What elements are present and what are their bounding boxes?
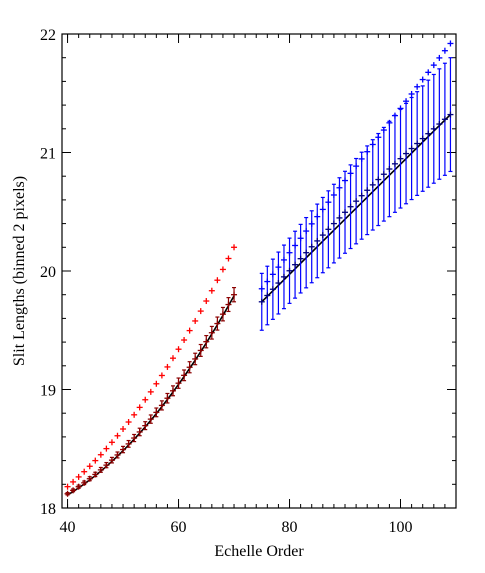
y-tick-label: 19	[40, 383, 56, 400]
series-0	[64, 244, 238, 490]
plot-frame	[61, 33, 457, 509]
y-tick-label: 21	[40, 146, 56, 163]
x-tick-label: 40	[60, 519, 76, 536]
series-3	[258, 57, 454, 331]
series-layer	[64, 40, 454, 497]
series-1	[64, 286, 238, 497]
y-tick-label: 22	[40, 27, 56, 44]
x-tick-label: 80	[282, 519, 298, 536]
x-tick-label: 100	[389, 519, 413, 536]
fit-line	[67, 295, 235, 496]
x-axis-title: Echelle Order	[214, 543, 304, 560]
y-axis-title: Slit Lengths (binned 2 pixels)	[11, 176, 28, 366]
x-tick-label: 60	[171, 519, 187, 536]
y-tick-label: 20	[40, 264, 56, 281]
axis-ticks: 40 60 80 100 18 19 20 21 22	[40, 27, 457, 536]
y-tick-label: 18	[40, 501, 56, 518]
